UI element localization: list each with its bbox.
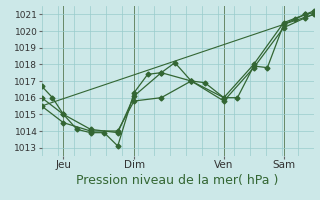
X-axis label: Pression niveau de la mer( hPa ): Pression niveau de la mer( hPa ) bbox=[76, 174, 279, 187]
